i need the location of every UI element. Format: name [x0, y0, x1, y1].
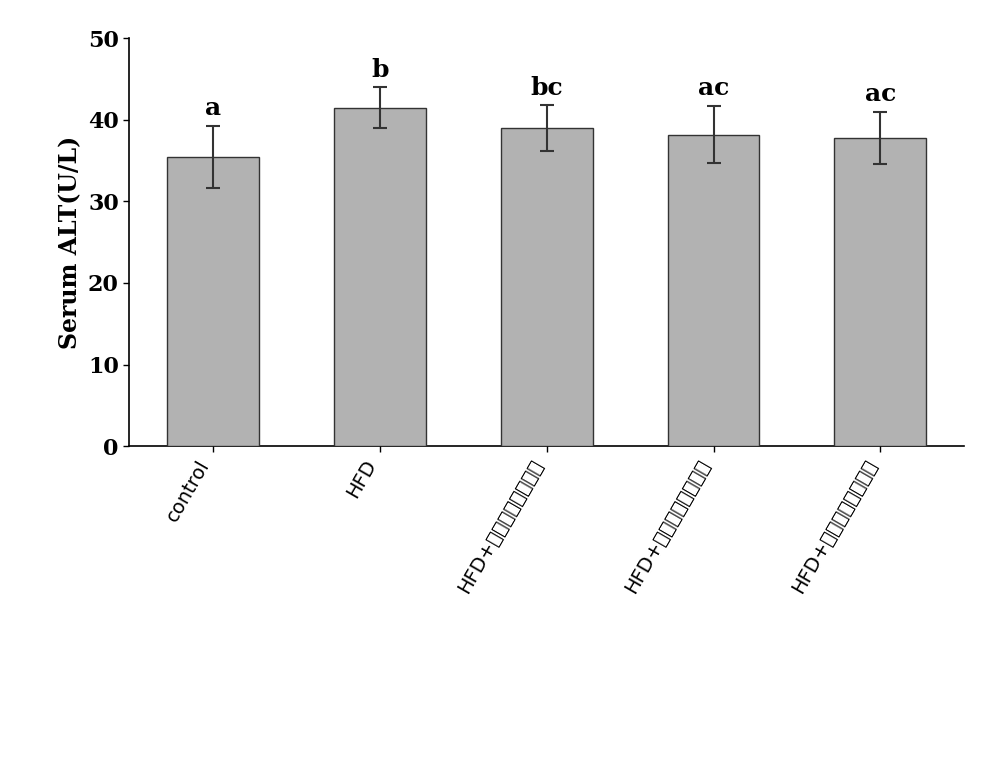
Text: ac: ac	[698, 76, 730, 101]
Bar	[835, 138, 926, 446]
Text: b: b	[371, 58, 389, 82]
Bar	[167, 157, 258, 446]
Text: bc: bc	[531, 75, 563, 100]
Y-axis label: Serum ALT(U/L): Serum ALT(U/L)	[59, 135, 83, 349]
Bar	[668, 135, 759, 446]
Text: ac: ac	[865, 82, 896, 106]
Bar	[501, 128, 592, 446]
Bar	[334, 108, 425, 446]
Text: a: a	[205, 96, 221, 120]
